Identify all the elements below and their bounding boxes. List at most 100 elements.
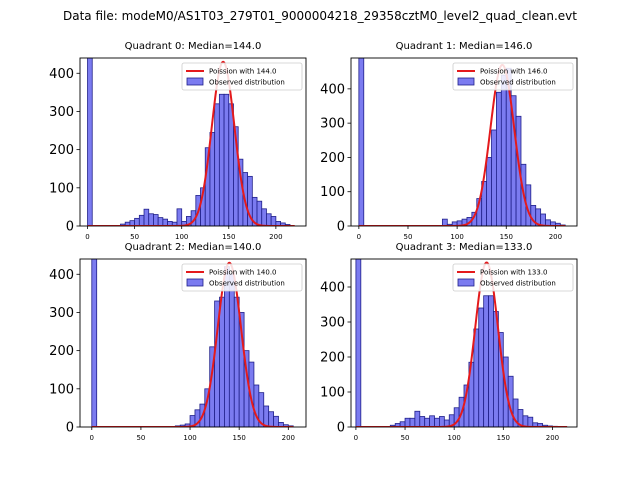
plot-area bbox=[91, 259, 294, 427]
y-tick-label: 100 bbox=[320, 386, 345, 401]
axes-frame bbox=[79, 57, 307, 227]
legend-box bbox=[181, 263, 303, 292]
histogram-bar bbox=[218, 93, 225, 226]
histogram-bar bbox=[134, 217, 140, 226]
axes-frame bbox=[350, 57, 578, 227]
histogram-bar bbox=[496, 91, 502, 226]
y-tick-label: 0 bbox=[337, 421, 345, 436]
x-tick-label: 50 bbox=[130, 233, 139, 241]
y-tick-label: 300 bbox=[49, 306, 74, 321]
histogram-bar bbox=[223, 93, 230, 226]
y-tick-label: 400 bbox=[320, 82, 345, 97]
y-tick-label: 200 bbox=[320, 351, 345, 366]
legend-label-fit: Poission with 133.0 bbox=[480, 269, 548, 277]
plot-area bbox=[355, 259, 568, 427]
y-tick-label: 300 bbox=[320, 316, 345, 331]
histogram-bar bbox=[527, 416, 534, 427]
legend-label-fit: Poission with 140.0 bbox=[209, 269, 277, 277]
subplot-grid: Quadrant 0: Median=144.0 0 50 100 150 200 0 100… bbox=[49, 41, 578, 442]
histogram-bar bbox=[268, 411, 274, 427]
histogram-bar bbox=[138, 214, 145, 226]
histogram-bar bbox=[228, 273, 235, 427]
y-tick-label: 400 bbox=[320, 281, 345, 296]
legend-bar-swatch bbox=[186, 278, 204, 287]
histogram-bar bbox=[488, 295, 494, 427]
x-tick-label: 150 bbox=[500, 233, 513, 241]
histogram-bar bbox=[478, 307, 485, 427]
histogram-bar bbox=[263, 405, 270, 427]
x-tick-label: 100 bbox=[447, 434, 460, 442]
histogram-bar bbox=[143, 208, 150, 226]
y-tick-label: 400 bbox=[49, 67, 74, 82]
x-tick-label: 0 bbox=[354, 434, 358, 442]
legend-label-observed: Observed distribution bbox=[480, 79, 556, 87]
histogram-bar bbox=[273, 415, 279, 427]
histogram-bar bbox=[91, 259, 98, 427]
histogram-bar bbox=[473, 328, 480, 427]
legend-label-observed: Observed distribution bbox=[209, 280, 285, 288]
legend-label-observed: Observed distribution bbox=[480, 280, 556, 288]
y-tick-label: 100 bbox=[320, 185, 345, 200]
histogram-bar bbox=[404, 417, 411, 427]
y-tick-label: 200 bbox=[49, 143, 74, 158]
legend: Poission with 144.0 Observed distribution bbox=[181, 62, 303, 91]
histogram-bar bbox=[228, 103, 234, 226]
y-tick-label: 300 bbox=[320, 117, 345, 132]
histogram-bar bbox=[441, 218, 448, 226]
plot-area bbox=[358, 58, 566, 226]
histogram-bar bbox=[176, 208, 183, 226]
histogram-bar bbox=[439, 416, 445, 427]
y-tick-label: 300 bbox=[49, 105, 74, 120]
x-tick-label: 100 bbox=[183, 434, 196, 442]
histogram-bar bbox=[157, 217, 164, 226]
histogram-bar bbox=[500, 74, 507, 226]
histogram-bar bbox=[491, 129, 497, 226]
histogram-bar bbox=[162, 218, 168, 226]
subplot-quadrant-3: Quadrant 3: Median=133.0 0 50 100 150 200 0 100… bbox=[320, 242, 578, 442]
histogram-bar bbox=[424, 417, 431, 427]
histogram-bar bbox=[266, 213, 272, 226]
histogram-bar bbox=[256, 200, 263, 226]
x-tick-label: 50 bbox=[404, 233, 413, 241]
y-tick-label: 400 bbox=[49, 268, 74, 283]
histogram-bar bbox=[355, 259, 362, 427]
x-tick-label: 100 bbox=[175, 233, 188, 241]
y-tick-label: 100 bbox=[49, 382, 74, 397]
poisson-fit-line bbox=[91, 261, 294, 427]
histogram-bar bbox=[358, 58, 365, 226]
y-tick-label: 100 bbox=[49, 181, 74, 196]
legend: Poission with 133.0 Observed distribution bbox=[452, 263, 574, 292]
histogram-bar bbox=[261, 208, 267, 226]
x-tick-label: 50 bbox=[136, 434, 145, 442]
histogram-bar bbox=[409, 417, 416, 427]
histogram-bar bbox=[434, 417, 440, 427]
x-tick-label: 100 bbox=[450, 233, 463, 241]
histogram-bar bbox=[87, 58, 93, 226]
x-tick-label: 150 bbox=[497, 434, 510, 442]
poisson-fit-line bbox=[87, 60, 295, 226]
subplot-quadrant-2: Quadrant 2: Median=140.0 0 50 100 150 200 0 100… bbox=[49, 242, 307, 442]
y-tick-label: 200 bbox=[320, 151, 345, 166]
histogram-bar bbox=[233, 296, 240, 427]
legend-bar-swatch bbox=[457, 77, 475, 86]
histogram-bar bbox=[219, 296, 225, 427]
subplot-title: Quadrant 2: Median=140.0 bbox=[125, 242, 262, 253]
x-tick-label: 200 bbox=[549, 233, 562, 241]
axes-frame bbox=[350, 258, 578, 428]
histogram-bar bbox=[209, 132, 216, 226]
legend-box bbox=[452, 62, 574, 91]
y-tick-label: 0 bbox=[66, 421, 74, 436]
legend-label-observed: Observed distribution bbox=[209, 79, 285, 87]
x-tick-label: 200 bbox=[282, 434, 295, 442]
poisson-fit-line bbox=[358, 63, 566, 226]
x-tick-label: 200 bbox=[546, 434, 559, 442]
histogram-bar bbox=[270, 216, 277, 226]
histogram-bar bbox=[486, 157, 492, 226]
histogram-bar bbox=[429, 415, 435, 427]
histogram-bar bbox=[540, 213, 546, 226]
legend-box bbox=[452, 263, 574, 292]
y-tick-label: 0 bbox=[66, 220, 74, 235]
legend-bar-swatch bbox=[186, 77, 204, 86]
histogram-bar bbox=[214, 103, 220, 226]
